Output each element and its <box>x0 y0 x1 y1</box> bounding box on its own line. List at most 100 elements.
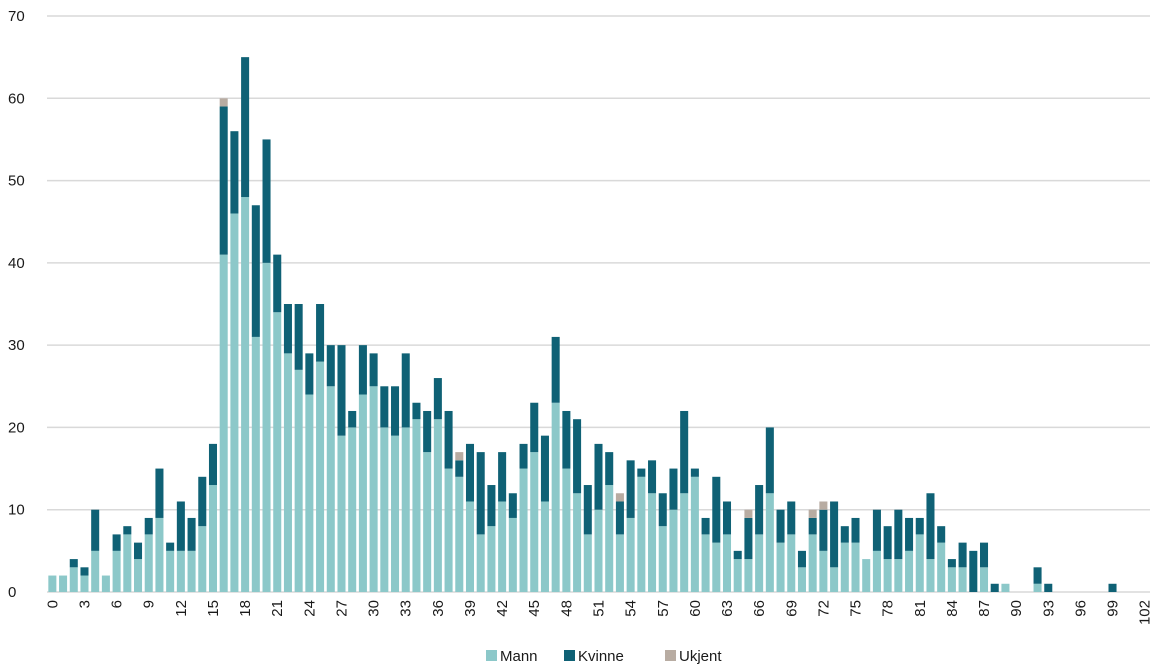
bar-kvinne-58 <box>669 468 678 510</box>
bar-kvinne-70 <box>797 550 806 568</box>
bar-mann-51 <box>594 509 603 592</box>
x-tick-label: 60 <box>687 600 704 617</box>
bar-kvinne-56 <box>648 460 657 494</box>
bar-kvinne-55 <box>637 468 646 477</box>
x-tick-label: 33 <box>398 600 415 617</box>
x-tick-label: 45 <box>526 600 543 617</box>
bar-kvinne-18 <box>241 57 250 198</box>
bar-mann-38 <box>455 476 464 592</box>
bar-mann-0 <box>48 575 57 592</box>
bar-kvinne-62 <box>712 476 721 543</box>
bar-mann-44 <box>519 468 528 592</box>
bar-kvinne-53 <box>615 501 624 535</box>
x-tick-label: 36 <box>430 600 447 617</box>
bar-mann-27 <box>337 435 346 592</box>
x-tick-label: 81 <box>912 600 929 617</box>
x-axis: 0 3 6 9 12 15 18 21 24 27 30 33 36 39 42 45 48 51 54 57 60 63… <box>44 600 1153 625</box>
bar-kvinne-77 <box>872 509 881 551</box>
x-tick-label: 102 <box>1137 600 1154 625</box>
bar-mann-63 <box>722 534 732 592</box>
bar-mann-73 <box>830 567 839 592</box>
bar-kvinne-2 <box>69 559 78 568</box>
bar-mann-30 <box>369 386 378 592</box>
bar-mann-50 <box>583 534 592 592</box>
bar-kvinne-12 <box>176 501 185 551</box>
bar-kvinne-43 <box>508 493 517 518</box>
bar-mann-45 <box>530 452 539 592</box>
x-tick-label: 99 <box>1105 600 1122 617</box>
x-tick-label: 39 <box>462 600 479 617</box>
x-tick-label: 0 <box>44 600 61 608</box>
bar-mann-9 <box>144 534 153 592</box>
bar-mann-60 <box>690 476 699 592</box>
bar-mann-15 <box>208 485 218 592</box>
bar-kvinne-67 <box>765 427 774 494</box>
bar-mann-81 <box>915 534 924 592</box>
bar-kvinne-21 <box>273 254 282 313</box>
y-tick-label: 50 <box>8 173 25 190</box>
bar-mann-48 <box>562 468 571 592</box>
y-tick-label: 10 <box>8 502 25 519</box>
bar-mann-82 <box>926 559 935 592</box>
bar-mann-3 <box>80 575 89 592</box>
bar-kvinne-16 <box>219 106 228 255</box>
bar-mann-25 <box>316 361 325 592</box>
bar-kvinne-28 <box>348 410 357 428</box>
bar-mann-43 <box>508 517 517 592</box>
bar-mann-18 <box>241 197 250 592</box>
bar-mann-7 <box>123 534 132 592</box>
bar-mann-32 <box>391 435 400 592</box>
bar-kvinne-83 <box>937 526 946 543</box>
legend-label-mann: Mann <box>500 648 538 665</box>
bar-kvinne-37 <box>444 410 453 469</box>
bar-mann-53 <box>615 534 624 592</box>
bar-mann-47 <box>551 402 560 592</box>
bar-mann-52 <box>605 485 614 592</box>
legend-swatch-ukjent <box>665 650 676 661</box>
bar-kvinne-88 <box>990 583 999 592</box>
bar-mann-22 <box>283 353 292 592</box>
bar-kvinne-34 <box>412 402 421 420</box>
bar-mann-80 <box>905 550 914 592</box>
bar-kvinne-13 <box>187 517 196 551</box>
bar-mann-58 <box>669 509 678 592</box>
bar-kvinne-85 <box>958 542 967 568</box>
bar-kvinne-11 <box>166 542 175 551</box>
x-tick-label: 90 <box>1008 600 1025 617</box>
bar-mann-16 <box>219 254 228 592</box>
bar-mann-36 <box>433 419 442 592</box>
bar-kvinne-33 <box>401 353 410 428</box>
bar-kvinne-20 <box>262 139 271 263</box>
bar-kvinne-40 <box>476 452 485 535</box>
x-tick-label: 27 <box>333 600 350 617</box>
bar-kvinne-8 <box>134 542 143 560</box>
bar-kvinne-61 <box>701 517 710 535</box>
bar-kvinne-93 <box>1044 583 1053 592</box>
bar-mann-31 <box>380 427 389 592</box>
bar-mann-14 <box>198 526 207 592</box>
bar-kvinne-4 <box>91 509 100 551</box>
legend-swatch-kvinne <box>564 650 575 661</box>
x-tick-label: 24 <box>301 600 318 617</box>
bar-mann-13 <box>187 550 196 592</box>
y-tick-label: 70 <box>8 8 25 25</box>
bar-ukjent-16 <box>219 98 228 107</box>
bar-kvinne-54 <box>626 460 635 518</box>
bar-mann-72 <box>819 550 828 592</box>
bar-mann-59 <box>680 493 689 592</box>
bar-kvinne-80 <box>905 517 914 551</box>
x-tick-label: 15 <box>205 600 222 617</box>
x-tick-label: 78 <box>880 600 897 617</box>
y-tick-label: 40 <box>8 255 25 272</box>
bar-mann-11 <box>166 550 175 592</box>
bar-kvinne-50 <box>583 485 592 535</box>
bar-kvinne-78 <box>883 526 892 560</box>
bar-kvinne-32 <box>391 386 400 436</box>
bar-kvinne-81 <box>915 517 924 535</box>
bar-kvinne-45 <box>530 402 539 453</box>
bar-mann-17 <box>230 213 239 592</box>
bar-mann-42 <box>498 501 507 592</box>
legend-label-ukjent: Ukjent <box>679 648 722 665</box>
bar-mann-26 <box>326 386 335 592</box>
bar-kvinne-30 <box>369 353 378 387</box>
